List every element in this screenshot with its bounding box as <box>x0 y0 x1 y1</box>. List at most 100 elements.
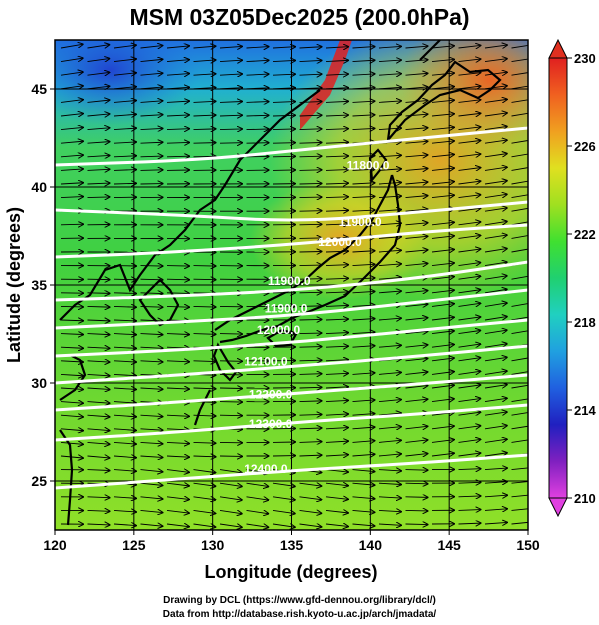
wind-arrow <box>113 293 136 294</box>
wind-arrow <box>272 483 295 486</box>
wind-arrow <box>325 60 348 61</box>
wind-arrow <box>166 510 189 513</box>
wind-arrow <box>219 74 242 75</box>
wind-arrow <box>352 305 375 306</box>
wind-arrow <box>193 497 216 500</box>
wind-arrow <box>352 510 375 512</box>
wind-arrow <box>511 167 528 171</box>
wind-arrow <box>60 361 83 362</box>
wind-arrow <box>325 319 348 320</box>
plot-area: 11800.0 11900.0 12000.0 11900.0 11900.0 12000… <box>55 40 528 530</box>
wind-arrow <box>352 441 375 443</box>
wind-arrow <box>352 427 375 429</box>
wind-arrow <box>458 412 481 415</box>
wind-arrow <box>166 46 189 48</box>
wind-arrow <box>405 168 428 170</box>
wind-arrow <box>246 102 269 103</box>
wind-arrow <box>299 74 322 75</box>
wind-arrow <box>113 59 136 62</box>
wind-arrow <box>405 497 428 498</box>
wind-arrow <box>113 429 136 431</box>
map-title: MSM 03Z05Dec2025 (200.0hPa) <box>129 4 470 30</box>
wind-arrow <box>299 401 322 402</box>
wind-arrow <box>113 361 136 362</box>
wind-arrow <box>113 45 136 48</box>
wind-arrow <box>431 358 454 361</box>
wind-arrow <box>60 456 83 458</box>
wind-arrow <box>166 388 189 389</box>
wind-arrow <box>458 344 481 347</box>
wind-arrow <box>511 85 528 90</box>
wind-arrow <box>431 249 454 252</box>
contour-line <box>55 344 528 385</box>
wind-arrow <box>166 306 189 307</box>
wind-arrow <box>272 60 295 61</box>
wind-arrow <box>193 46 216 48</box>
wind-arrow <box>325 47 348 48</box>
wind-arrow <box>299 319 322 320</box>
wind-arrow <box>484 140 507 143</box>
hot-region <box>400 40 528 150</box>
wind-arrow <box>193 510 216 513</box>
wind-arrow <box>60 72 83 75</box>
contour-line <box>55 223 528 259</box>
wind-arrow <box>352 346 375 347</box>
contour-line <box>55 318 528 358</box>
wind-arrow <box>219 129 242 130</box>
wind-arrow <box>60 127 83 129</box>
wind-arrow <box>140 128 163 129</box>
wind-arrow <box>140 306 163 307</box>
wind-arrow <box>458 235 481 238</box>
wind-arrow <box>246 115 269 116</box>
wind-arrow <box>193 470 216 473</box>
wind-arrow <box>87 429 110 431</box>
wind-arrow <box>113 456 136 458</box>
x-tick-label: 135 <box>280 537 304 553</box>
wind-arrow <box>352 483 375 485</box>
wind-arrow <box>352 183 375 184</box>
wind-arrow <box>87 142 110 144</box>
wind-arrow <box>431 344 454 347</box>
wind-arrow <box>140 524 163 526</box>
wind-arrow <box>484 86 507 89</box>
wind-arrow <box>484 303 507 307</box>
wind-arrow <box>378 87 401 89</box>
wind-arrow <box>113 470 136 472</box>
colorbar-min-arrow <box>548 497 568 518</box>
wind-arrow <box>87 456 110 458</box>
wind-arrow <box>166 142 189 143</box>
wind-arrow <box>193 129 216 130</box>
wind-arrow <box>458 222 481 225</box>
wind-arrow <box>352 74 375 75</box>
wind-arrow <box>458 249 481 252</box>
wind-arrow <box>405 372 428 374</box>
wind-arrow <box>140 156 163 157</box>
wind-arrow <box>87 415 110 417</box>
wind-arrow <box>405 196 428 198</box>
wind-arrow <box>405 304 428 306</box>
wind-arrow <box>299 524 322 527</box>
wind-arrow <box>405 331 428 333</box>
wind-arrow <box>113 334 136 335</box>
wind-arrow <box>325 238 348 239</box>
wind-arrow <box>166 429 189 430</box>
wind-arrow <box>299 183 322 184</box>
wind-arrow <box>299 115 322 116</box>
wind-arrow <box>378 345 401 347</box>
wind-arrow <box>325 170 348 171</box>
wind-arrow <box>405 141 428 143</box>
wind-arrow <box>378 483 401 484</box>
wind-arrow <box>193 279 216 280</box>
contour-label: 12200.0 <box>249 388 293 402</box>
wind-arrow <box>431 290 454 293</box>
wind-arrow <box>272 497 295 500</box>
wind-arrow <box>431 236 454 239</box>
x-tick-label: 130 <box>201 537 225 553</box>
wind-arrow <box>352 291 375 292</box>
wind-arrow <box>484 412 507 416</box>
wind-arrow <box>431 195 454 197</box>
wind-arrow <box>511 72 528 76</box>
wind-arrow <box>87 402 110 404</box>
wind-arrow <box>431 168 454 170</box>
contour-line <box>55 126 528 167</box>
